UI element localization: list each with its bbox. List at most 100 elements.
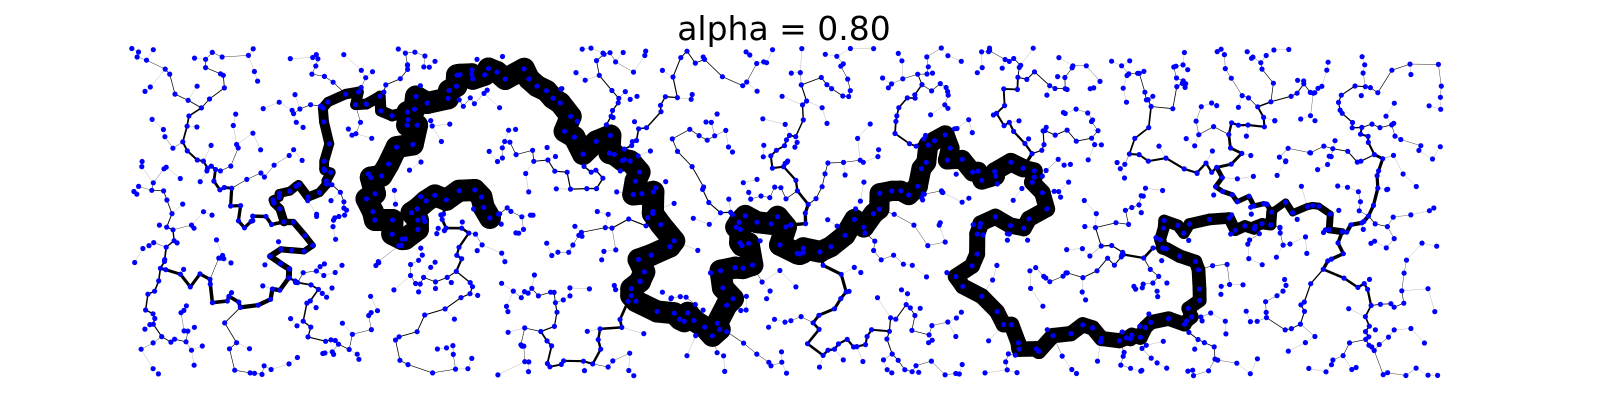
network-node	[1047, 279, 1053, 285]
network-node	[701, 56, 708, 63]
network-node	[226, 293, 232, 299]
network-node	[136, 183, 142, 189]
network-node	[522, 325, 528, 331]
network-edge	[153, 168, 165, 183]
network-node	[354, 351, 360, 357]
network-node	[441, 228, 447, 234]
network-edge	[984, 369, 1008, 374]
network-node	[1185, 305, 1191, 311]
network-node	[966, 117, 972, 123]
network-node	[1361, 281, 1367, 287]
network-node	[818, 74, 824, 81]
network-node	[819, 184, 825, 190]
network-node	[276, 99, 282, 105]
network-node	[1079, 289, 1085, 295]
network-node	[527, 212, 534, 218]
network-node	[572, 223, 578, 229]
network-node	[349, 331, 355, 337]
network-node	[547, 364, 553, 370]
network-node	[187, 284, 193, 290]
network-node	[228, 290, 235, 296]
network-node	[628, 286, 634, 292]
network-node	[150, 47, 156, 53]
network-node	[520, 226, 527, 232]
network-node	[170, 145, 176, 151]
network-node	[1089, 135, 1095, 141]
network-node	[701, 184, 707, 190]
network-edge	[248, 55, 255, 72]
network-node	[1244, 49, 1250, 55]
network-node	[853, 206, 859, 212]
network-node	[1322, 227, 1328, 233]
network-node	[342, 212, 348, 218]
network-node	[793, 284, 799, 290]
network-node	[773, 147, 780, 153]
network-node	[800, 250, 806, 256]
network-node	[724, 302, 730, 308]
network-node	[357, 119, 364, 125]
network-node	[728, 209, 734, 215]
network-edge	[1401, 288, 1429, 291]
network-node	[637, 169, 643, 175]
network-edge	[621, 327, 644, 334]
network-node	[1180, 62, 1186, 68]
network-node	[1211, 124, 1217, 130]
network-edge	[1034, 71, 1051, 87]
network-node	[424, 100, 430, 106]
network-edge	[525, 173, 529, 193]
network-edge	[273, 155, 290, 166]
network-node	[831, 306, 838, 312]
network-node	[549, 343, 555, 349]
network-node	[861, 179, 867, 185]
network-node	[1087, 253, 1093, 259]
network-node	[315, 56, 321, 62]
network-node	[1132, 135, 1138, 141]
network-node	[402, 50, 408, 56]
network-edge	[1086, 65, 1101, 82]
network-node	[255, 302, 261, 308]
network-node	[601, 51, 607, 57]
network-node	[1186, 221, 1192, 227]
network-node	[235, 145, 241, 151]
network-node	[1026, 136, 1032, 142]
network-node	[1184, 318, 1190, 324]
network-edge	[947, 321, 956, 337]
network-node	[929, 337, 935, 343]
network-node	[1119, 63, 1125, 69]
network-node	[1252, 223, 1258, 229]
network-edge	[1246, 123, 1266, 128]
network-node	[1227, 281, 1233, 288]
network-node	[917, 305, 923, 311]
network-node	[139, 158, 145, 165]
network-node	[1157, 237, 1163, 243]
network-node	[1126, 221, 1132, 227]
network-edge	[857, 123, 871, 139]
network-node	[1330, 146, 1336, 152]
network-node	[1370, 202, 1377, 208]
network-node	[1385, 186, 1391, 192]
network-node	[632, 178, 639, 184]
network-node	[953, 333, 959, 340]
network-node	[545, 157, 551, 163]
network-node	[703, 119, 709, 125]
network-node	[1186, 237, 1192, 243]
network-node	[758, 193, 764, 199]
network-node	[959, 361, 965, 368]
network-node	[633, 298, 639, 304]
network-node	[1431, 205, 1437, 211]
network-edge	[231, 179, 248, 189]
network-node	[1105, 255, 1111, 261]
network-node	[270, 197, 276, 203]
network-node	[308, 102, 314, 108]
network-node	[328, 198, 334, 204]
network-node	[892, 130, 898, 137]
network-node	[422, 53, 428, 59]
network-node	[729, 149, 736, 155]
network-node	[1316, 203, 1322, 209]
network-edge	[843, 159, 861, 163]
network-node	[906, 141, 913, 147]
network-node	[847, 88, 853, 94]
network-node	[641, 269, 647, 275]
network-node	[1242, 223, 1248, 229]
network-node	[1246, 256, 1252, 262]
